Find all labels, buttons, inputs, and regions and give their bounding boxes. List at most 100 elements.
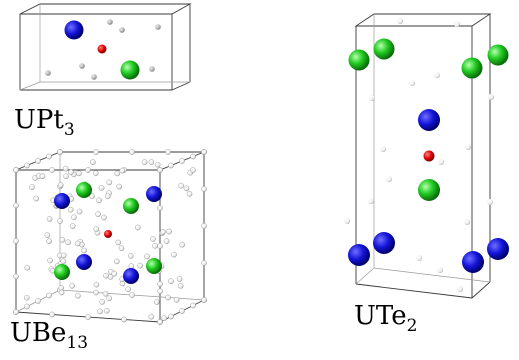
atom-white-small bbox=[437, 267, 443, 273]
atom-gray-small bbox=[79, 63, 85, 69]
atom-white-small bbox=[33, 195, 40, 202]
atom-white-small bbox=[152, 242, 158, 249]
atom-white-small bbox=[102, 290, 109, 297]
atom-white-small bbox=[93, 170, 99, 176]
atom-white-small bbox=[201, 260, 207, 266]
atom-white-small bbox=[201, 223, 207, 229]
atom-white-small bbox=[114, 258, 120, 265]
atom-white-small bbox=[165, 149, 171, 155]
atom-red bbox=[104, 230, 112, 238]
atom-white-small bbox=[464, 219, 470, 225]
formula-subscript: 13 bbox=[66, 333, 88, 353]
atom-white-small bbox=[65, 239, 71, 246]
atom-blue bbox=[64, 20, 84, 40]
atom-green bbox=[373, 38, 395, 60]
atom-white-small bbox=[63, 173, 69, 179]
atom-white-small bbox=[95, 211, 101, 217]
atom-gray-small bbox=[107, 19, 113, 25]
atom-white-small bbox=[29, 184, 35, 190]
atom-blue bbox=[76, 254, 92, 270]
atom-white-small bbox=[465, 144, 471, 150]
atom-white-small bbox=[129, 149, 135, 155]
atom-white-small bbox=[24, 162, 30, 169]
atom-white-small bbox=[13, 167, 19, 173]
atom-white-small bbox=[46, 153, 52, 160]
upt3-atoms bbox=[45, 19, 161, 80]
atom-white-small bbox=[409, 80, 415, 86]
atom-white-small bbox=[157, 319, 163, 325]
atom-white-small bbox=[59, 236, 66, 243]
atom-white-small bbox=[154, 161, 161, 168]
atom-white-small bbox=[129, 292, 135, 298]
atom-white-small bbox=[153, 299, 160, 305]
atom-white-small bbox=[90, 159, 96, 165]
atom-white-small bbox=[39, 173, 46, 179]
atom-white-small bbox=[171, 251, 177, 258]
upt3-label: UPt3 bbox=[14, 105, 75, 140]
atom-white-small bbox=[141, 159, 148, 165]
atom-red bbox=[97, 44, 107, 54]
atom-white-small bbox=[369, 95, 375, 101]
atom-white-small bbox=[165, 294, 171, 301]
atom-white-small bbox=[75, 292, 81, 299]
atom-white-small bbox=[93, 281, 100, 288]
atom-white-small bbox=[125, 286, 131, 293]
atom-white-small bbox=[157, 288, 163, 295]
atom-white-small bbox=[74, 240, 81, 247]
ute2-large-atoms bbox=[348, 38, 509, 273]
atom-white-small bbox=[179, 158, 185, 164]
atom-white-small bbox=[128, 263, 135, 269]
atom-white-small bbox=[157, 243, 163, 249]
atom-white-small bbox=[13, 273, 19, 280]
atom-white-small bbox=[49, 167, 55, 173]
atom-white-small bbox=[69, 223, 76, 229]
atom-white-small bbox=[144, 253, 150, 260]
atom-white-small bbox=[62, 165, 69, 172]
atom-gray-small bbox=[149, 66, 155, 72]
atom-white-small bbox=[157, 167, 163, 173]
atom-white-small bbox=[190, 302, 196, 309]
atom-gray-small bbox=[45, 70, 51, 76]
atom-white-small bbox=[44, 232, 51, 238]
atom-white-small bbox=[416, 255, 422, 261]
atom-white-small bbox=[67, 206, 74, 213]
atom-white-small bbox=[47, 257, 53, 264]
atom-white-small bbox=[157, 205, 163, 211]
atom-blue bbox=[123, 268, 139, 284]
formula-text: UBe bbox=[10, 318, 66, 348]
atom-white-small bbox=[176, 276, 183, 282]
atom-white-small bbox=[457, 286, 463, 292]
atom-white-small bbox=[76, 170, 82, 177]
atom-white-small bbox=[46, 238, 52, 244]
atom-white-small bbox=[150, 236, 156, 242]
atom-white-small bbox=[190, 153, 196, 160]
atom-white-small bbox=[46, 292, 52, 299]
atom-white-small bbox=[127, 253, 134, 259]
atom-white-small bbox=[434, 72, 440, 78]
atom-gray-small bbox=[91, 74, 97, 80]
atom-white-small bbox=[116, 183, 122, 190]
atom-white-small bbox=[157, 281, 163, 287]
atom-gray-small bbox=[155, 24, 161, 30]
atom-white-small bbox=[46, 216, 53, 222]
atom-blue bbox=[54, 193, 70, 209]
atom-white-small bbox=[397, 18, 403, 24]
atom-white-small bbox=[104, 193, 111, 200]
atom-green bbox=[418, 179, 440, 201]
atom-white-small bbox=[85, 167, 91, 173]
atom-white-small bbox=[68, 169, 74, 175]
atom-white-small bbox=[179, 241, 185, 248]
atom-white-small bbox=[103, 272, 109, 279]
atom-green bbox=[76, 182, 92, 198]
atom-green bbox=[146, 258, 162, 274]
atom-white-small bbox=[161, 315, 167, 322]
atom-white-small bbox=[186, 190, 193, 197]
atom-green bbox=[348, 49, 370, 71]
atom-white-small bbox=[454, 21, 460, 27]
atom-green bbox=[487, 44, 509, 66]
atom-white-small bbox=[344, 218, 350, 224]
atom-blue bbox=[487, 238, 509, 260]
formula-text: UTe bbox=[354, 301, 407, 331]
atom-white-small bbox=[134, 224, 141, 231]
